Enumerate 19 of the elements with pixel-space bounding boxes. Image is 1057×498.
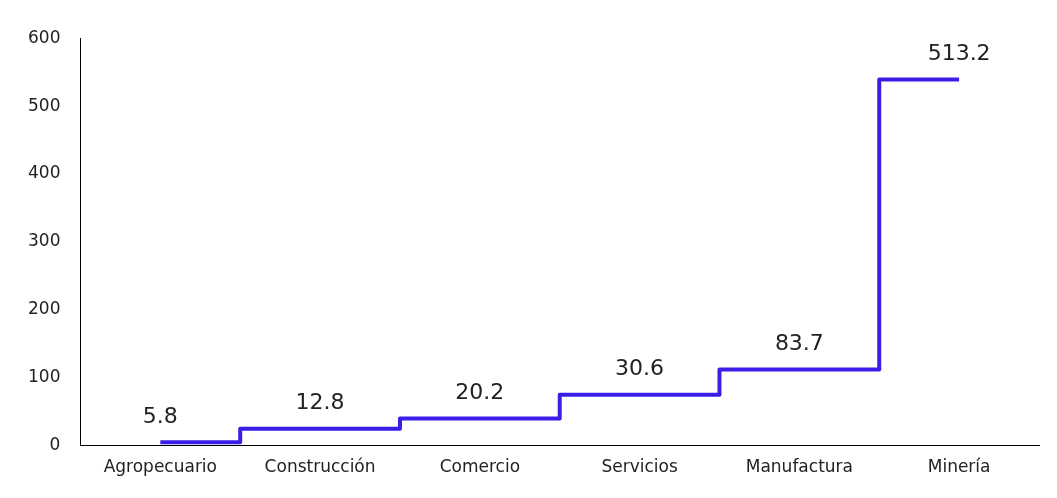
x-tick-label: Agropecuario [103,456,217,477]
x-tick-label: Comercio [439,456,521,477]
annotation: 12.8 [295,389,345,415]
x-tick-label: Manufactura [745,456,853,477]
y-tick-label: 200 [27,298,61,319]
y-tick-label: 400 [27,162,61,183]
annotation: 20.2 [455,379,505,405]
y-tick-label: 500 [27,94,61,115]
annotation: 5.8 [142,402,178,428]
annotation: 513.2 [927,40,991,66]
y-tick-label: 0 [49,434,61,455]
x-tick-label: Minería [927,456,991,477]
y-tick-label: 300 [27,230,61,251]
x-tick-label: Servicios [601,456,678,477]
annotation: 83.7 [774,330,824,356]
x-tick-label: Construcción [264,456,376,477]
y-tick-label: 600 [27,26,61,47]
annotation: 30.6 [615,355,665,381]
y-tick-label: 100 [27,366,61,387]
